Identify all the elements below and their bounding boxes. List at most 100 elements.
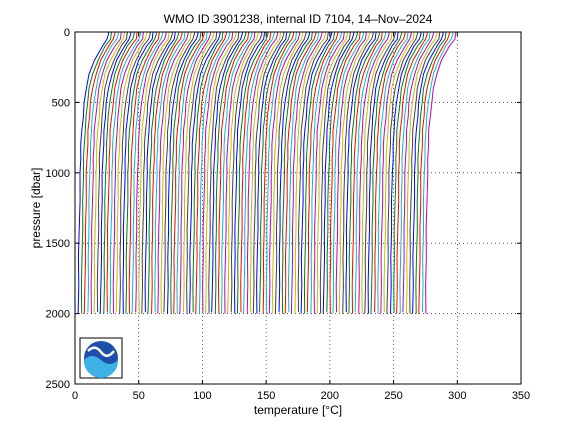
profile-line	[335, 31, 368, 313]
profile-line	[351, 31, 383, 314]
profile-line	[163, 31, 196, 313]
profile-line	[106, 31, 138, 313]
profile-line	[170, 31, 202, 314]
profile-line	[109, 31, 142, 314]
profile-line	[329, 31, 361, 314]
profile-line	[294, 31, 327, 314]
profile-line	[240, 31, 272, 313]
profile-line	[96, 31, 129, 313]
profile-line	[412, 31, 444, 314]
profile-line	[252, 31, 285, 314]
profile-line	[167, 31, 199, 314]
profile-line	[214, 31, 247, 314]
profile-line	[290, 31, 323, 314]
y-tick-label: 1000	[46, 168, 70, 180]
profile-line	[297, 31, 329, 313]
profile-line	[224, 31, 256, 314]
profile-line	[306, 31, 339, 313]
profile-line	[274, 31, 307, 314]
profile-line	[278, 31, 311, 313]
profile-line	[338, 31, 371, 314]
profile-line	[221, 31, 253, 314]
profile-line	[310, 31, 343, 314]
profile-line	[77, 31, 110, 314]
profile-line	[316, 31, 349, 314]
y-tick-label: 1500	[46, 238, 70, 250]
y-tick-label: 2500	[46, 379, 70, 391]
profile-line	[300, 31, 333, 314]
profile-line	[361, 31, 393, 314]
profile-line	[202, 31, 234, 313]
profile-line	[112, 31, 145, 314]
profile-line	[271, 31, 304, 314]
profile-line	[418, 31, 451, 314]
noaa-logo	[79, 337, 123, 379]
profile-line	[179, 31, 212, 314]
profile-line	[217, 31, 250, 314]
profile-line	[370, 31, 403, 314]
x-tick-label: 350	[512, 390, 530, 402]
profile-line	[396, 31, 428, 314]
profile-line	[246, 31, 279, 314]
logo-bird	[87, 346, 115, 357]
profile-line	[205, 31, 237, 314]
profile-line	[405, 31, 438, 314]
profile-line	[345, 31, 377, 313]
x-tick-label: 50	[133, 390, 145, 402]
plot-frame	[74, 31, 522, 385]
profile-line	[151, 31, 183, 314]
profile-line	[147, 31, 180, 314]
profile-line	[421, 31, 454, 313]
profile-line	[374, 31, 406, 313]
profile-line	[144, 31, 176, 313]
profile-line	[141, 31, 173, 314]
profile-line	[415, 31, 447, 314]
profile-line	[99, 31, 132, 314]
profile-line	[189, 31, 221, 314]
x-tick-label: 0	[72, 390, 78, 402]
profile-line	[192, 31, 224, 313]
profile-line	[173, 31, 205, 314]
y-axis-title: pressure [dbar]	[29, 168, 43, 249]
profile-line	[236, 31, 269, 314]
profile-line	[157, 31, 189, 314]
y-tick-label: 500	[52, 97, 70, 109]
profile-line	[80, 31, 113, 314]
plot-area	[75, 32, 521, 384]
profile-line	[211, 31, 244, 313]
profile-line	[249, 31, 282, 313]
profile-line	[409, 31, 441, 314]
profile-line	[135, 31, 167, 313]
x-tick-label: 300	[448, 390, 466, 402]
profile-line	[128, 31, 160, 314]
profile-line	[367, 31, 399, 314]
profile-line	[131, 31, 164, 314]
profile-line	[198, 31, 231, 314]
profile-line	[268, 31, 301, 314]
profile-line	[383, 31, 415, 313]
profile-line	[208, 31, 240, 314]
profile-line	[380, 31, 412, 314]
profile-line	[256, 31, 288, 314]
chart-title: WMO ID 3901238, internal ID 7104, 14–Nov…	[164, 12, 433, 26]
profile-line	[119, 31, 151, 314]
profile-line	[287, 31, 320, 313]
profile-line	[393, 31, 425, 313]
x-tick-label: 250	[384, 390, 402, 402]
profile-line	[265, 31, 298, 314]
profile-line	[262, 31, 295, 314]
profile-line	[281, 31, 314, 314]
profile-line	[386, 31, 419, 314]
profile-line	[303, 31, 336, 314]
y-tick-label: 0	[64, 27, 70, 39]
profile-line	[326, 31, 358, 313]
profile-line	[125, 31, 158, 314]
profile-line	[138, 31, 170, 314]
profile-line	[358, 31, 390, 314]
profile-line	[182, 31, 215, 313]
profile-line	[390, 31, 422, 314]
profile-line	[364, 31, 396, 314]
profile-line	[87, 31, 120, 313]
x-tick-label: 150	[257, 390, 275, 402]
